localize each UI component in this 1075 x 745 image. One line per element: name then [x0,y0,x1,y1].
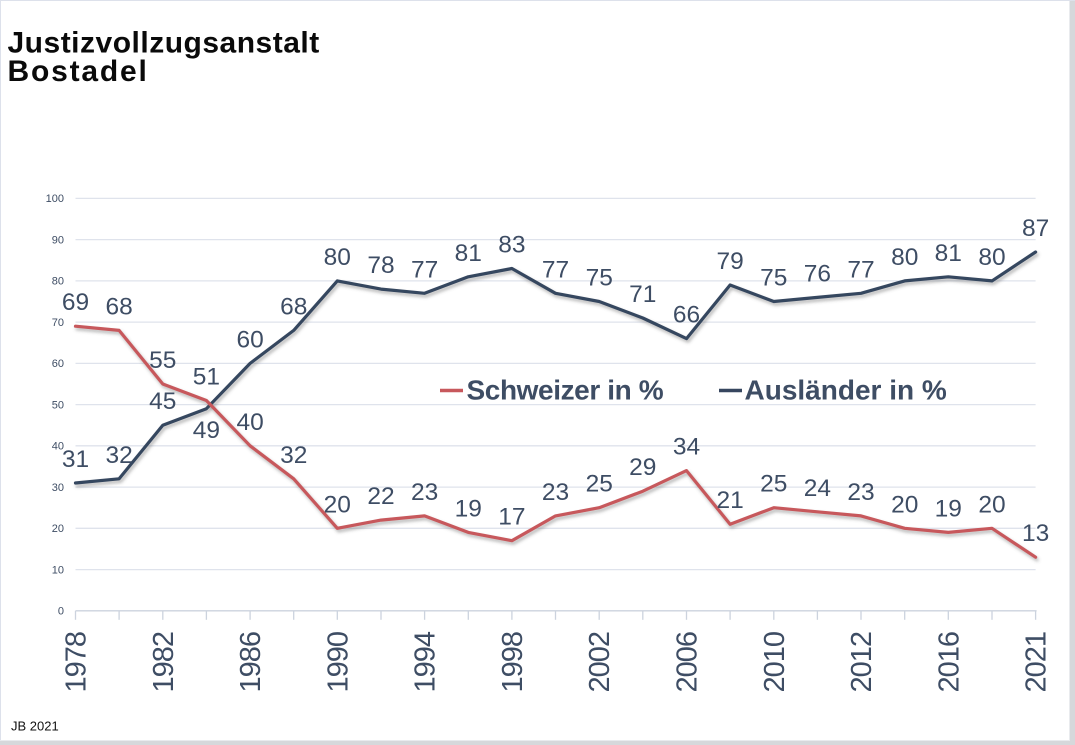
svg-text:77: 77 [847,256,874,283]
svg-text:1978: 1978 [61,632,93,693]
svg-text:45: 45 [149,388,176,415]
svg-text:71: 71 [629,281,656,308]
svg-text:20: 20 [324,491,351,518]
svg-text:40: 40 [236,409,263,436]
svg-text:32: 32 [105,442,132,469]
svg-text:20: 20 [52,523,64,535]
svg-text:25: 25 [760,471,787,498]
svg-text:2021: 2021 [1021,632,1053,693]
svg-text:Ausländer in %: Ausländer in % [745,375,947,406]
svg-text:JB 2021: JB 2021 [11,719,59,734]
svg-text:2006: 2006 [672,632,704,693]
svg-text:78: 78 [367,252,394,279]
svg-text:80: 80 [891,244,918,271]
svg-text:1998: 1998 [497,632,529,693]
svg-text:25: 25 [586,471,613,498]
svg-text:1986: 1986 [235,632,267,693]
svg-text:81: 81 [455,240,482,267]
svg-text:83: 83 [498,232,525,259]
svg-text:90: 90 [52,234,64,246]
svg-text:70: 70 [52,317,64,329]
svg-text:50: 50 [52,399,64,411]
svg-text:32: 32 [280,442,307,469]
svg-text:20: 20 [978,491,1005,518]
svg-text:75: 75 [760,265,787,292]
svg-text:2010: 2010 [759,632,791,693]
svg-text:80: 80 [52,276,64,288]
svg-text:68: 68 [280,293,307,320]
svg-text:34: 34 [673,434,700,461]
svg-text:51: 51 [193,364,220,391]
svg-text:79: 79 [716,248,743,275]
svg-text:77: 77 [542,256,569,283]
svg-text:Bostadel: Bostadel [8,55,149,88]
svg-text:17: 17 [498,504,525,531]
svg-text:Schweizer in %: Schweizer in % [467,375,664,406]
svg-text:2002: 2002 [584,632,616,693]
svg-text:22: 22 [367,483,394,510]
svg-text:29: 29 [629,454,656,481]
svg-text:75: 75 [586,265,613,292]
svg-text:10: 10 [52,564,64,576]
svg-text:19: 19 [935,495,962,522]
svg-text:23: 23 [847,479,874,506]
svg-text:80: 80 [324,244,351,271]
svg-text:20: 20 [891,491,918,518]
svg-text:49: 49 [193,417,220,444]
svg-text:1990: 1990 [322,632,354,693]
svg-text:60: 60 [52,358,64,370]
svg-text:68: 68 [105,293,132,320]
svg-text:30: 30 [52,482,64,494]
svg-text:87: 87 [1022,215,1049,242]
svg-text:2016: 2016 [933,632,965,693]
svg-text:76: 76 [804,260,831,287]
svg-text:19: 19 [455,495,482,522]
svg-text:66: 66 [673,302,700,329]
svg-text:60: 60 [236,326,263,353]
svg-text:81: 81 [935,240,962,267]
svg-text:100: 100 [46,193,64,205]
svg-text:69: 69 [62,289,89,316]
svg-text:24: 24 [804,475,831,502]
svg-text:21: 21 [716,487,743,514]
svg-text:23: 23 [411,479,438,506]
svg-text:40: 40 [52,441,64,453]
svg-text:77: 77 [411,256,438,283]
svg-text:2012: 2012 [846,632,878,693]
svg-text:0: 0 [58,606,64,618]
svg-text:80: 80 [978,244,1005,271]
svg-text:55: 55 [149,347,176,374]
svg-text:13: 13 [1022,520,1049,547]
svg-text:Justizvollzugsanstalt: Justizvollzugsanstalt [8,27,320,60]
svg-text:1982: 1982 [148,632,180,693]
svg-text:1994: 1994 [410,631,442,692]
svg-text:31: 31 [62,446,89,473]
svg-text:23: 23 [542,479,569,506]
